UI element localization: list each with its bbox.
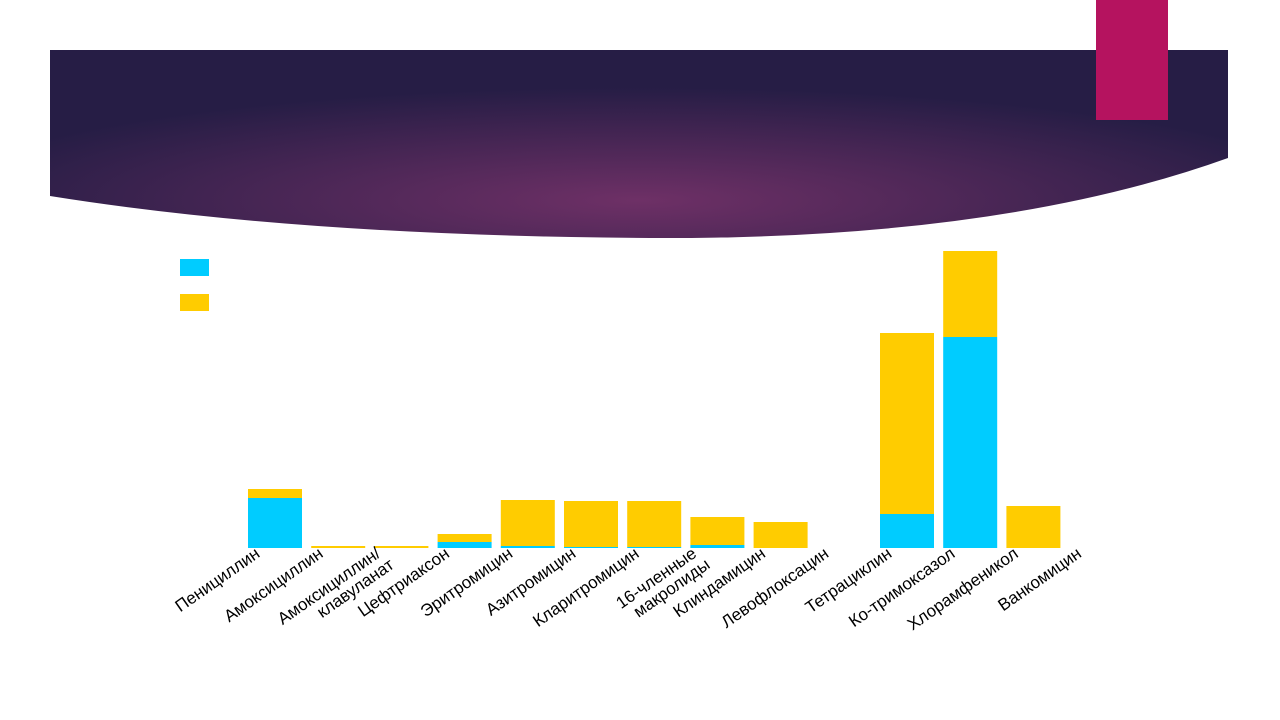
bar-segment xyxy=(564,501,618,547)
legend-swatch xyxy=(180,259,209,276)
header-band xyxy=(50,50,1228,239)
bar-segment xyxy=(627,547,682,548)
bar-segment xyxy=(753,522,808,548)
bar-segment xyxy=(437,542,492,548)
bar-segment xyxy=(690,545,745,548)
bar-segment xyxy=(627,501,682,547)
x-tick-label: Левофлоксацин xyxy=(718,544,832,632)
bar-segment xyxy=(248,489,302,498)
bar-segment xyxy=(437,534,492,542)
x-tick-label: Хлорамфеникол xyxy=(904,544,1022,634)
accent-tab xyxy=(1096,0,1168,120)
bar-segment xyxy=(943,251,998,337)
legend-swatch xyxy=(180,294,209,311)
bar-segment xyxy=(690,517,745,545)
bar-segment xyxy=(374,546,429,548)
bar-segment xyxy=(943,337,998,548)
bar-segment xyxy=(248,498,302,548)
bar-segment xyxy=(500,546,555,548)
bar-segment xyxy=(880,333,934,514)
bar-segment xyxy=(1006,506,1061,548)
x-tick-label: Ко-тримоксазол xyxy=(845,544,958,631)
bar-segment xyxy=(500,500,555,546)
bar-segment xyxy=(311,546,366,548)
bar-segment xyxy=(564,547,618,548)
bar-segment xyxy=(880,514,934,548)
